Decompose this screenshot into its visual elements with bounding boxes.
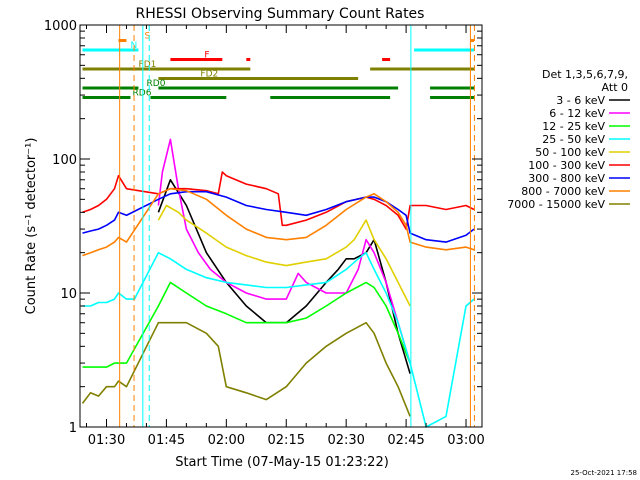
flag-label-fd2: FD2 <box>200 70 218 80</box>
legend-label-0: 3 - 6 keV <box>556 94 605 107</box>
x-tick-label: 02:15 <box>268 433 305 448</box>
legend-label-4: 50 - 100 keV <box>535 146 605 159</box>
legend-header-line1: Det 1,3,5,6,7,9, <box>542 68 628 81</box>
flag-label-f: F <box>204 51 209 61</box>
legend-header-line2: Att 0 <box>602 81 628 94</box>
legend-label-8: 7000 - 15000 keV <box>507 198 605 211</box>
legend-label-7: 800 - 7000 keV <box>521 185 605 198</box>
axis-ticks: 01:30 01:45 02:00 02:15 02:30 02:45 03:00 1 10 10… <box>44 19 485 448</box>
plot-frame <box>79 24 483 428</box>
series-line-8 <box>81 321 411 417</box>
legend-label-6: 300 - 800 keV <box>528 172 605 185</box>
flag-bars: SNFFD1FD2RD0RD6 <box>82 32 475 99</box>
chart-title: RHESSI Observing Summary Count Rates <box>136 6 425 22</box>
y-tick-label: 1 <box>69 421 77 436</box>
flag-label-rd0: RD0 <box>147 79 166 89</box>
x-tick-label: 01:30 <box>88 433 125 448</box>
y-tick-label: 10 <box>60 287 77 302</box>
y-axis-label: Count Rate (s⁻¹ detector⁻¹) <box>24 138 39 315</box>
series-line-7 <box>82 187 475 257</box>
legend-label-5: 100 - 300 keV <box>528 159 605 172</box>
series-line-1 <box>157 138 411 364</box>
vertical-lines <box>119 25 475 427</box>
x-tick-label: 02:45 <box>387 433 424 448</box>
y-tick-label: 1000 <box>44 19 77 34</box>
x-tick-label: 03:00 <box>447 433 484 448</box>
series-line-3 <box>82 251 475 428</box>
series-line-4 <box>157 204 411 307</box>
flag-label-rd6: RD6 <box>133 89 152 99</box>
x-axis-label: Start Time (07-May-15 01:23:22) <box>175 455 389 470</box>
y-tick-label: 100 <box>52 153 77 168</box>
flag-label-fd1: FD1 <box>139 60 157 70</box>
x-tick-label: 01:45 <box>148 433 185 448</box>
legend-label-1: 6 - 12 keV <box>549 107 605 120</box>
series-line-6 <box>82 190 475 243</box>
x-tick-label: 02:30 <box>327 433 364 448</box>
series-line-2 <box>82 281 411 368</box>
x-tick-label: 02:00 <box>208 433 245 448</box>
series-layer <box>81 138 475 428</box>
footer-date: 25-Oct-2021 17:58 <box>571 469 637 477</box>
legend-label-3: 25 - 50 keV <box>542 133 605 146</box>
series-line-0 <box>157 179 411 374</box>
legend-label-2: 12 - 25 keV <box>542 120 605 133</box>
flag-label-s: S <box>144 32 150 42</box>
